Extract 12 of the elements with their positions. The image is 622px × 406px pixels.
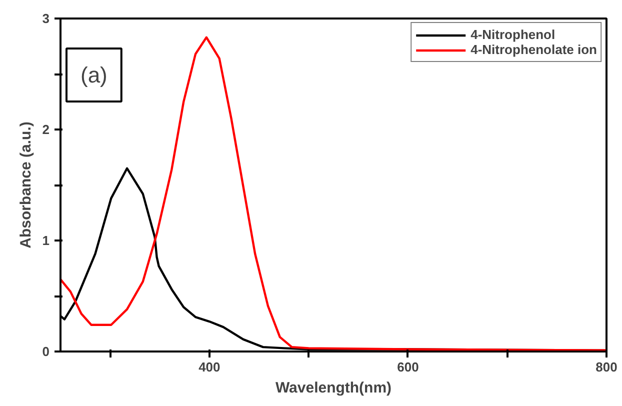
x-tick-label: 800	[596, 360, 618, 374]
y-tick-label: 1	[42, 233, 50, 248]
y-tick-label: 0	[42, 344, 50, 359]
legend-label: 4-Nitrophenol	[470, 27, 556, 42]
x-tick-label: 400	[198, 360, 220, 374]
y-tick-label: 3	[42, 11, 50, 26]
annotation: (a)	[80, 62, 108, 88]
x-axis-title: Wavelength(nm)	[275, 380, 392, 396]
legend-label: 4-Nitrophenolate ion	[470, 42, 597, 57]
x-tick-label: 600	[397, 360, 419, 374]
y-axis-title: Absorbance (a.u.)	[17, 122, 34, 248]
y-tick-label: 2	[42, 122, 50, 137]
